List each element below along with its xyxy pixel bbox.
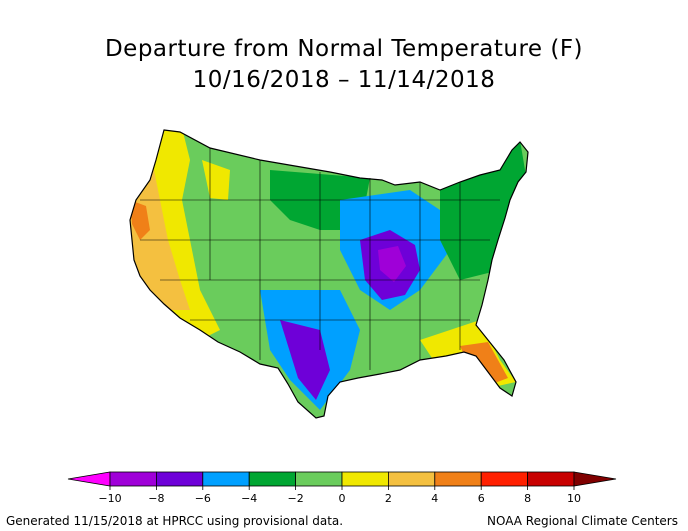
- legend-tick-label: −6: [195, 492, 211, 502]
- legend-swatch: [156, 471, 204, 487]
- legend-swatch: [248, 471, 296, 487]
- legend-tick-label: 8: [524, 492, 531, 502]
- legend-tick-label: 10: [567, 492, 581, 502]
- legend-tick-label: 4: [431, 492, 438, 502]
- legend-swatch: [387, 471, 436, 487]
- footer-generated-note: Generated 11/15/2018 at HPRCC using prov…: [6, 514, 344, 528]
- legend-swatch: [295, 471, 343, 487]
- legend-arrow-low: [67, 471, 111, 487]
- legend-tick-label: −2: [287, 492, 303, 502]
- legend-swatch: [527, 471, 575, 487]
- legend-swatch: [434, 471, 482, 487]
- legend-tick-label: −8: [148, 492, 164, 502]
- date-range: 10/16/2018 – 11/14/2018: [192, 67, 496, 93]
- map-title: Departure from Normal Temperature (F): [104, 36, 584, 62]
- legend-swatch: [480, 471, 529, 487]
- legend-tick-label: −10: [98, 492, 121, 502]
- temperature-departure-map: [129, 129, 529, 419]
- legend-tick-label: 0: [339, 492, 346, 502]
- legend-tick-label: 6: [478, 492, 485, 502]
- legend-tick-label: 2: [385, 492, 392, 502]
- color-scale-legend: −10 −8 −6 −4 −2 0 2 4 6 8 10: [67, 471, 617, 502]
- footer-credit: NOAA Regional Climate Centers: [487, 514, 678, 528]
- legend-swatch: [109, 471, 157, 487]
- legend-tick-label: −4: [241, 492, 257, 502]
- legend-swatch: [202, 471, 250, 487]
- legend-arrow-high: [573, 471, 617, 487]
- legend-swatch: [341, 471, 389, 487]
